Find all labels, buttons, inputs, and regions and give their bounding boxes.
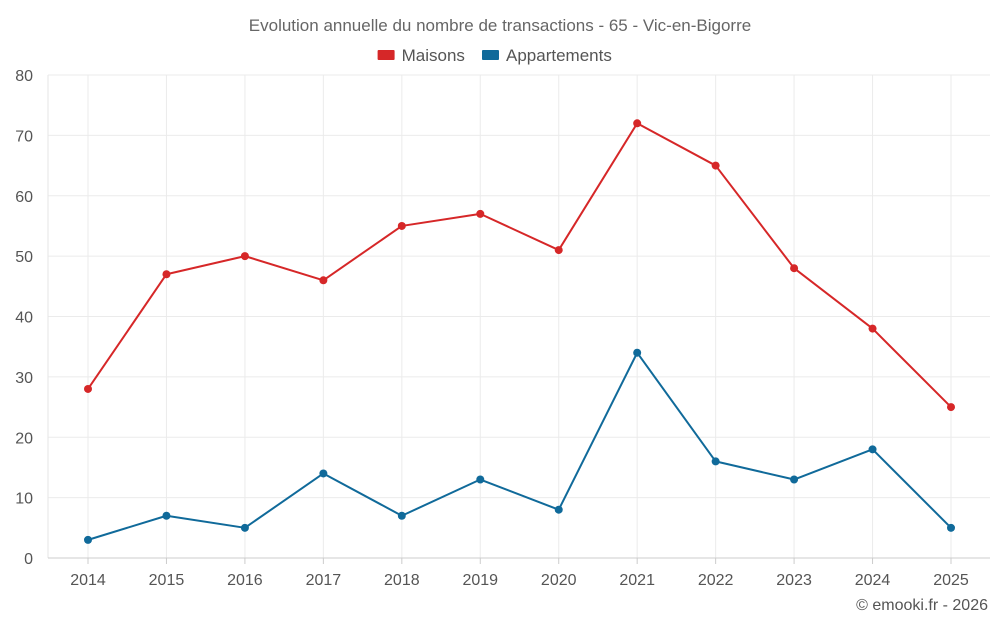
y-tick-label: 10 [15, 491, 33, 508]
data-point-maisons [790, 264, 799, 273]
data-point-appartements [240, 523, 249, 532]
data-point-appartements [319, 469, 328, 478]
x-tick-label: 2022 [698, 572, 734, 589]
x-tick-label: 2019 [462, 572, 498, 589]
legend-swatch-appartements [482, 50, 499, 60]
y-tick-label: 70 [15, 128, 33, 145]
x-tick-label: 2018 [384, 572, 420, 589]
data-point-maisons [240, 252, 249, 261]
data-point-maisons [162, 270, 171, 279]
y-tick-label: 60 [15, 189, 33, 206]
legend-label-appartements[interactable]: Appartements [506, 46, 612, 65]
axes: 0 10 20 30 40 50 60 70 80 2014 2015 2016 2017 2018 201… [15, 68, 990, 589]
series-line-maisons [87, 122, 952, 408]
x-tick-label: 2015 [149, 572, 185, 589]
grid [48, 74, 990, 558]
data-point-appartements [476, 475, 485, 484]
credit-text: © emooki.fr - 2026 [856, 597, 988, 614]
data-point-maisons [319, 276, 328, 285]
data-point-appartements [633, 348, 642, 357]
data-point-maisons [947, 403, 955, 412]
data-point-appartements [84, 535, 92, 544]
x-tick-label: 2016 [227, 572, 263, 589]
x-tick-label: 2023 [776, 572, 812, 589]
data-point-appartements [790, 475, 799, 484]
x-tick-label: 2024 [855, 572, 891, 589]
legend-label-maisons[interactable]: Maisons [402, 46, 465, 65]
data-point-appartements [868, 445, 877, 454]
y-tick-label: 40 [15, 310, 33, 327]
y-tick-label: 80 [15, 68, 33, 85]
data-point-appartements [397, 511, 406, 520]
x-tick-label: 2014 [70, 572, 106, 589]
data-point-appartements [947, 523, 955, 532]
x-tick-label: 2025 [933, 572, 969, 589]
data-point-maisons [633, 119, 642, 128]
data-point-appartements [554, 505, 563, 514]
series-layer [84, 119, 955, 544]
x-tick-label: 2017 [306, 572, 342, 589]
data-point-maisons [397, 221, 406, 230]
data-point-maisons [84, 384, 92, 393]
chart-title: Evolution annuelle du nombre de transact… [249, 16, 751, 35]
legend: Maisons Appartements [377, 46, 612, 65]
x-tick-label: 2021 [619, 572, 655, 589]
data-point-maisons [711, 161, 720, 170]
data-point-maisons [868, 324, 877, 333]
data-point-maisons [554, 246, 563, 255]
y-tick-label: 0 [24, 551, 33, 568]
y-tick-label: 20 [15, 430, 33, 447]
data-point-appartements [162, 511, 171, 520]
series-line-appartements [87, 351, 952, 541]
y-tick-label: 50 [15, 249, 33, 266]
legend-swatch-maisons [377, 50, 395, 60]
data-point-appartements [711, 457, 720, 466]
x-tick-label: 2020 [541, 572, 577, 589]
data-point-maisons [476, 209, 485, 218]
y-tick-label: 30 [15, 370, 33, 387]
